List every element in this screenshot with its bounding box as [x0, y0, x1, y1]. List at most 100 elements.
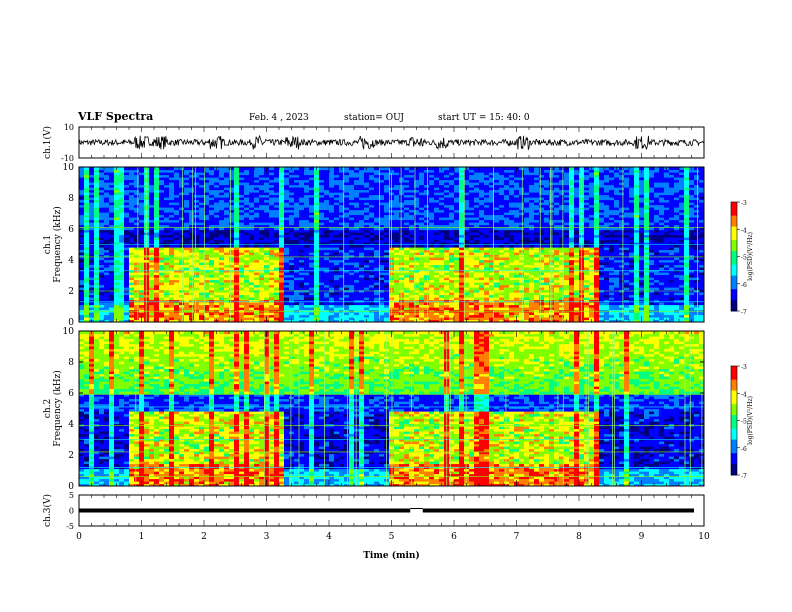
- s1-colorbar-cell: [731, 202, 737, 206]
- ch1-ylabel: ch.1(V): [42, 126, 53, 159]
- s2-ytick-label: 6: [68, 389, 74, 399]
- s2-colorbar-cell: [731, 466, 737, 471]
- s1-ylabel-frequency: Frequency (kHz): [52, 206, 63, 283]
- s1-colorbar-cell: [731, 286, 737, 290]
- s2-colorbar-cell: [731, 368, 737, 372]
- s2-ytick-label: 0: [68, 482, 74, 492]
- s1-colorbar-cell: [731, 281, 737, 285]
- s2-colorbar-cell: [731, 447, 737, 451]
- s2-colorbar-cell: [731, 366, 737, 370]
- s1-colorbar-cell: [731, 305, 737, 309]
- s2-colorbar-cell: [731, 374, 737, 378]
- ch1-ytick-label: 10: [64, 123, 74, 132]
- s2-colorbar-cell: [731, 385, 737, 389]
- s1-colorbar-cell: [731, 297, 737, 301]
- s1-colorbar-cell: [731, 221, 737, 225]
- s2-colorbar-cell: [731, 453, 737, 457]
- s1-colorbar-cell: [731, 240, 737, 244]
- x-axis-label: Time (min): [363, 550, 420, 561]
- s2-ylabel-frequency: Frequency (kHz): [52, 370, 63, 447]
- s1-ytick-label: 10: [63, 163, 75, 173]
- s1-colorbar-cell: [731, 291, 737, 296]
- s1-colorbar-cell: [731, 212, 737, 217]
- ch3-ytick-label: 0: [69, 507, 74, 516]
- s2-colorbar-cell: [731, 406, 737, 411]
- s2-heatmap-cells: [79, 331, 704, 486]
- s1-colorbar-cell: [731, 242, 737, 247]
- s2-colorbar-cell: [731, 450, 737, 454]
- s1-ytick-label: 8: [68, 194, 74, 204]
- s2-colorbar-cell: [731, 393, 737, 397]
- s2-colorbar-cell: [731, 376, 737, 381]
- s2-ytick-label: 10: [63, 327, 75, 337]
- xtick-label: 10: [698, 532, 710, 542]
- s1-colorbar-cell: [731, 300, 737, 304]
- s2-ytick-label: 8: [68, 358, 74, 368]
- s1-colorbar-cell: [731, 223, 737, 228]
- s2-colorbar-cell: [731, 436, 737, 441]
- s1-colorbar-cell: [731, 207, 737, 211]
- s2-colorbar-cell: [731, 461, 737, 465]
- s1-colorbar-tick-label: -5: [741, 255, 747, 262]
- xtick-label: 1: [139, 532, 145, 542]
- s1-colorbar-cell: [731, 270, 737, 274]
- s2-colorbar-cell: [731, 398, 737, 402]
- ch1-waveform-trace: [78, 134, 705, 151]
- s1-ytick-label: 6: [68, 225, 74, 235]
- s2-colorbar-cell: [731, 439, 737, 443]
- s2-colorbar-cell: [731, 371, 737, 375]
- ch3-ytick-label: -5: [66, 522, 74, 531]
- s2-colorbar-cell: [731, 442, 737, 446]
- s2-ytick-label: 4: [68, 420, 74, 430]
- xtick-label: 6: [451, 532, 457, 542]
- s2-colorbar-cell: [731, 423, 737, 427]
- s2-colorbar-label: log(PSD)(V²/Hz): [747, 396, 754, 445]
- xtick-label: 7: [514, 532, 520, 542]
- s2-colorbar-tick-label: -6: [741, 446, 747, 453]
- xtick-label: 2: [201, 532, 207, 542]
- s1-colorbar-cell: [731, 253, 737, 257]
- s1-colorbar-label: log(PSD)(V²/Hz): [747, 232, 754, 281]
- s2-colorbar-cell: [731, 404, 737, 408]
- s1-colorbar-cell: [731, 278, 737, 282]
- s1-colorbar-cell: [731, 210, 737, 214]
- ch3-ylabel: ch.3(V): [42, 494, 53, 527]
- start-time-label: start UT = 15: 40: 0: [438, 113, 530, 123]
- s2-ylabel-channel: ch.2: [43, 399, 53, 418]
- s2-colorbar-cell: [731, 417, 737, 421]
- s1-colorbar-cell: [731, 261, 737, 266]
- s2-colorbar-tick-label: -4: [741, 391, 747, 398]
- s2-colorbar-cell: [731, 387, 737, 392]
- s1-colorbar-cell: [731, 229, 737, 233]
- s2-colorbar-cell: [731, 428, 737, 432]
- s2-colorbar-tick-label: -3: [741, 364, 747, 371]
- s2-colorbar-tick-label: -7: [741, 473, 747, 480]
- s1-colorbar-cell: [731, 289, 737, 293]
- s1-colorbar-cell: [731, 264, 737, 268]
- s1-colorbar-tick-label: -7: [741, 309, 747, 316]
- s2-ytick-label: 2: [68, 451, 74, 461]
- s1-colorbar-cell: [731, 231, 737, 236]
- xtick-label: 3: [264, 532, 270, 542]
- s2-colorbar-cell: [731, 434, 737, 438]
- ch3-ytick-label: 5: [69, 491, 74, 500]
- s1-ytick-label: 4: [68, 256, 74, 266]
- s1-colorbar-cell: [731, 256, 737, 260]
- s1-colorbar-cell: [731, 245, 737, 249]
- ch1-ytick-label: -10: [61, 154, 74, 163]
- s1-colorbar-cell: [731, 204, 737, 208]
- s1-colorbar-cell: [731, 237, 737, 241]
- s1-colorbar-cell: [731, 218, 737, 222]
- xtick-label: 0: [76, 532, 82, 542]
- s1-colorbar-cell: [731, 251, 737, 255]
- s1-colorbar-tick-label: -6: [741, 282, 747, 289]
- xtick-label: 8: [576, 532, 582, 542]
- s1-colorbar-cell: [731, 283, 737, 287]
- s1-colorbar-cell: [731, 259, 737, 263]
- s2-colorbar-cell: [731, 382, 737, 386]
- s2-colorbar-cell: [731, 412, 737, 416]
- s1-colorbar-cell: [731, 302, 737, 307]
- s2-colorbar-cell: [731, 469, 737, 473]
- s1-colorbar-cell: [731, 308, 737, 312]
- s2-colorbar-cell: [731, 395, 737, 400]
